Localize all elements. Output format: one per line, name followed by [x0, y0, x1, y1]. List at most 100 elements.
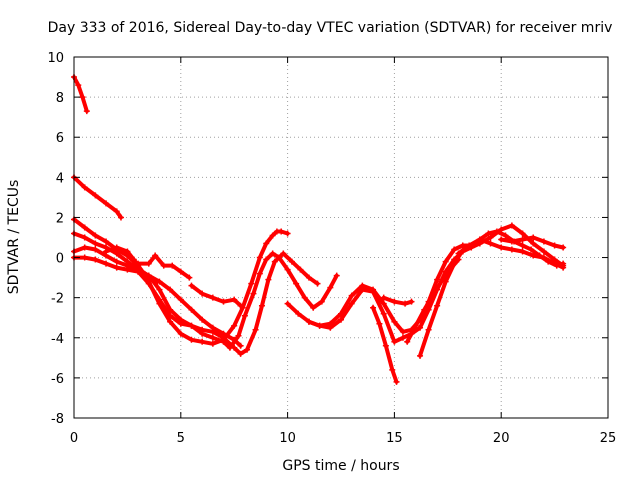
x-tick-label: 20 — [493, 431, 510, 446]
y-axis-title: SDTVAR / TECUs — [6, 180, 22, 295]
data-point — [188, 306, 195, 313]
data-point — [177, 296, 184, 303]
data-point — [92, 232, 99, 239]
data-point — [333, 272, 340, 279]
series-points-arc-1 — [71, 74, 90, 115]
data-point — [103, 260, 110, 267]
data-point — [220, 338, 227, 345]
data-point — [188, 282, 195, 289]
data-point — [241, 312, 248, 319]
data-point — [92, 192, 99, 199]
data-point — [316, 322, 323, 329]
data-point — [139, 268, 146, 275]
data-point — [297, 266, 304, 273]
data-point — [417, 352, 424, 359]
data-point — [156, 296, 163, 303]
data-point — [408, 298, 415, 305]
data-point — [540, 238, 547, 245]
y-tick-label: 8 — [56, 91, 64, 106]
data-point — [391, 318, 398, 325]
data-point — [103, 200, 110, 207]
data-point — [152, 252, 159, 259]
data-point — [177, 320, 184, 327]
data-point — [81, 244, 88, 251]
data-point — [284, 230, 291, 237]
data-point — [391, 338, 398, 345]
data-point — [487, 240, 494, 247]
data-point — [314, 280, 321, 287]
data-point — [399, 328, 406, 335]
data-point — [540, 254, 547, 261]
data-point — [508, 238, 515, 245]
data-point — [199, 330, 206, 337]
series-points-arc-9 — [188, 282, 244, 309]
data-point — [404, 338, 411, 345]
data-point — [113, 208, 120, 215]
data-point — [124, 262, 131, 269]
data-point — [485, 230, 492, 237]
data-point — [235, 332, 242, 339]
data-point — [389, 366, 396, 373]
data-point — [560, 244, 567, 251]
data-point — [498, 226, 505, 233]
data-point — [231, 322, 238, 329]
data-point — [209, 334, 216, 341]
data-point — [280, 250, 287, 257]
data-point — [284, 266, 291, 273]
data-point — [124, 248, 131, 255]
data-point — [263, 240, 270, 247]
y-tick-label: 6 — [56, 131, 64, 146]
data-point — [81, 254, 88, 261]
series-points-arc-7 — [124, 252, 193, 281]
data-point — [237, 350, 244, 357]
data-point — [380, 300, 387, 307]
data-point — [113, 264, 120, 271]
data-point — [476, 236, 483, 243]
data-point — [220, 330, 227, 337]
data-point — [530, 234, 537, 241]
data-point — [370, 304, 377, 311]
data-point — [399, 334, 406, 341]
data-point — [156, 286, 163, 293]
data-point — [167, 286, 174, 293]
data-point — [393, 378, 400, 385]
series-points-arc-12 — [370, 304, 400, 385]
data-point — [508, 246, 515, 253]
data-point — [256, 254, 263, 261]
data-point — [370, 288, 377, 295]
x-tick-label: 5 — [177, 431, 185, 446]
data-point — [269, 232, 276, 239]
series-points-arc-16 — [455, 236, 567, 271]
data-point — [421, 306, 428, 313]
data-point — [83, 108, 90, 115]
data-point — [327, 324, 334, 331]
data-point — [348, 300, 355, 307]
data-point — [113, 258, 120, 265]
data-point — [551, 260, 558, 267]
y-tick-label: 0 — [56, 252, 64, 267]
data-point — [295, 310, 302, 317]
data-point — [442, 258, 449, 265]
y-tick-label: -4 — [51, 332, 64, 347]
data-point — [92, 240, 99, 247]
data-point — [284, 300, 291, 307]
data-point — [502, 232, 509, 239]
data-point — [466, 242, 473, 249]
x-axis-title: GPS time / hours — [282, 458, 399, 474]
series-line-arc-9 — [189, 283, 243, 308]
data-point — [519, 236, 526, 243]
data-point — [528, 246, 535, 253]
data-point — [186, 274, 193, 281]
data-point — [231, 336, 238, 343]
x-tick-label: 10 — [279, 431, 296, 446]
data-point — [199, 290, 206, 297]
data-point — [519, 248, 526, 255]
data-point — [380, 294, 387, 301]
data-point — [130, 256, 137, 263]
data-point — [508, 222, 515, 229]
data-point — [434, 276, 441, 283]
data-point — [338, 316, 344, 323]
data-point — [81, 234, 88, 241]
data-point — [376, 320, 383, 327]
data-point — [250, 290, 257, 297]
